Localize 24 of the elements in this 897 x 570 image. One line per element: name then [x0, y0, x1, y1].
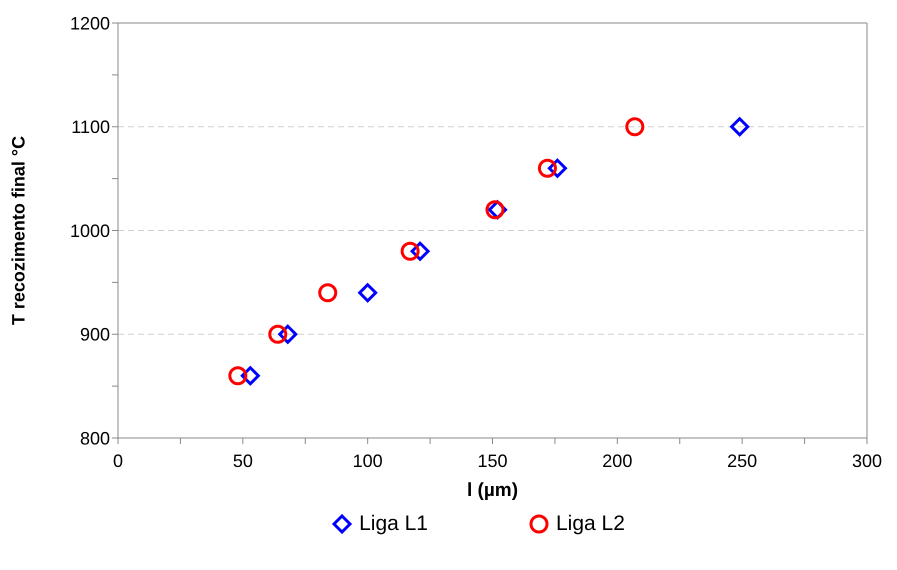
x-tick-label: 100: [352, 450, 383, 471]
x-tick-label: 250: [727, 450, 758, 471]
y-tick-label: 1000: [70, 220, 110, 241]
point: [228, 366, 248, 386]
y-axis-title: T recozimento final °C: [8, 136, 28, 326]
point: [730, 117, 750, 136]
point: [358, 283, 378, 302]
point: [400, 242, 420, 261]
x-tick-label: 0: [112, 450, 124, 471]
legend-label: Liga L2: [556, 512, 625, 536]
legend-label: Liga L1: [359, 512, 428, 536]
y-tick-label: 1100: [71, 117, 110, 138]
y-tick-label: 800: [80, 428, 110, 448]
y-tick-label: 900: [80, 324, 110, 345]
x-axis-title: l (µm): [466, 480, 518, 501]
y-tick-label: 1200: [70, 13, 110, 34]
point: [318, 283, 338, 302]
x-tick-label: 200: [602, 450, 632, 471]
x-tick-label: 150: [477, 450, 508, 471]
point: [268, 324, 288, 344]
x-tick-label: 300: [852, 450, 882, 471]
point: [538, 158, 557, 178]
point: [625, 117, 644, 136]
x-tick-label: 50: [232, 450, 253, 471]
